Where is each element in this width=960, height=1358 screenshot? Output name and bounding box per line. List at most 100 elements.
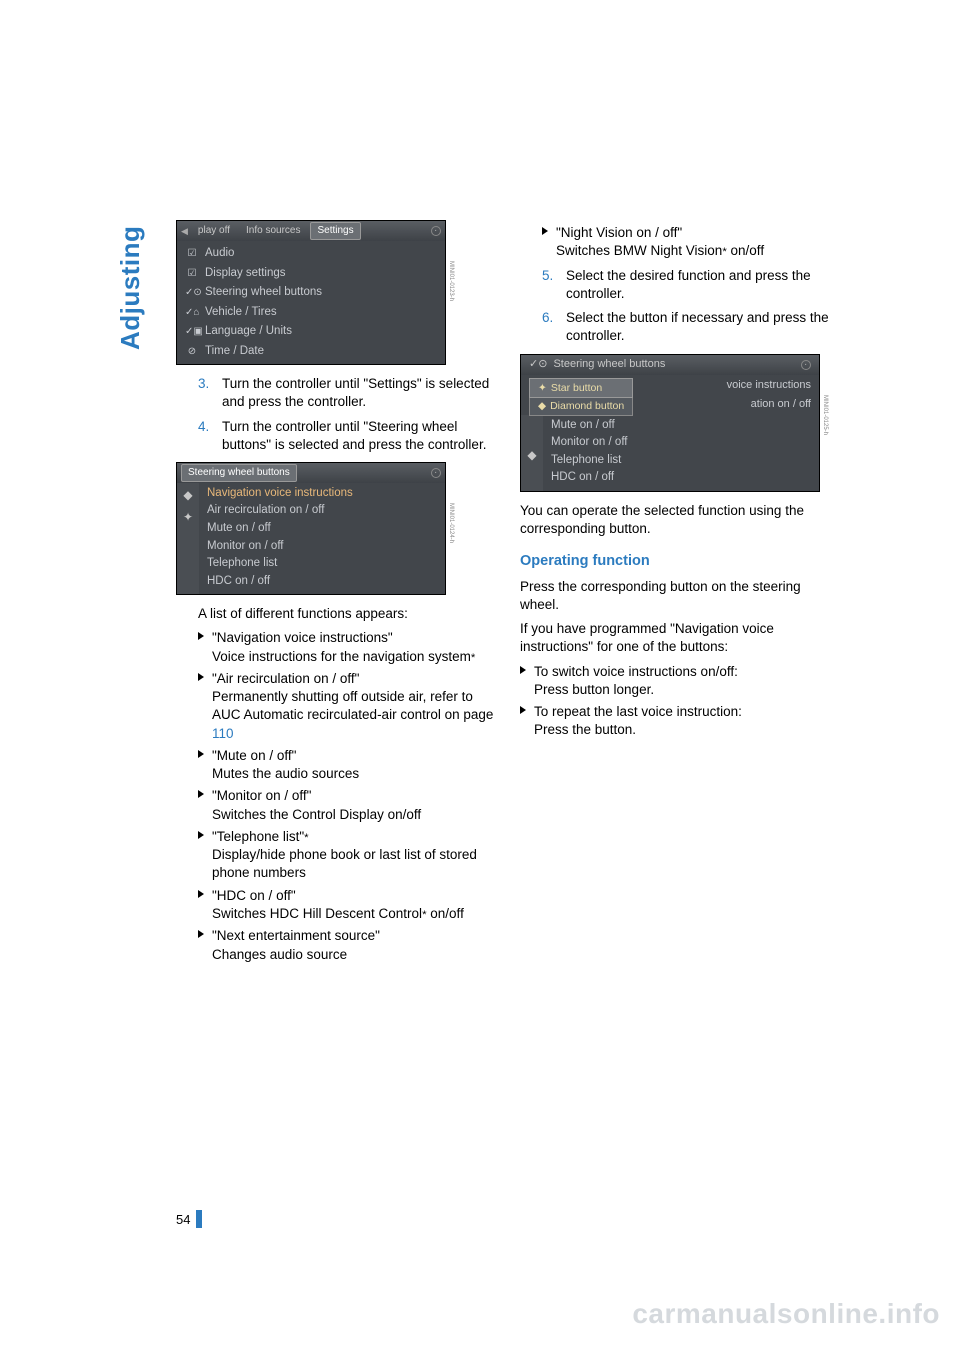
function-desc: Voice instructions for the navigation sy… (212, 649, 471, 664)
function-item: Mute on / offMutes the audio sources (198, 747, 496, 783)
menu-item: Telephone list (199, 555, 445, 573)
operation-item: To repeat the last voice instruction:Pre… (520, 703, 840, 739)
menu-item: ☑Display settings (177, 264, 445, 284)
step-number: 3. (198, 375, 212, 411)
function-desc-2: on/off (727, 243, 764, 258)
function-name: Night Vision on / off (556, 225, 682, 240)
step-number: 5. (542, 267, 556, 303)
function-name: Navigation voice instructions (212, 630, 393, 645)
controller-icon (431, 226, 441, 236)
menu-item: HDC on / off (199, 573, 445, 591)
controller-icon (431, 468, 441, 478)
numbered-step: 3.Turn the controller until "Settings" i… (198, 375, 496, 411)
function-desc: Switches HDC Hill Descent Control (212, 906, 422, 921)
function-text: Mute on / offMutes the audio sources (212, 747, 496, 783)
operation-text: To switch voice instructions on/off:Pres… (534, 663, 840, 699)
page-link[interactable]: 110 (212, 726, 234, 741)
step-number: 6. (542, 309, 556, 345)
function-desc: Permanently shutting off outside air, re… (212, 689, 493, 722)
menu-item: Monitor on / off (543, 434, 819, 452)
menu-item-icon: ✓⊙ (185, 286, 199, 300)
image-code: MINI01-0125-h (821, 395, 829, 435)
ss2-side: ◆✦ (177, 483, 199, 594)
function-desc: Switches BMW Night Vision (556, 243, 722, 258)
menu-item-label: Navigation voice instructions (207, 486, 353, 502)
menu-item-label: Monitor on / off (551, 435, 628, 451)
popup-item-icon: ✦ (538, 381, 547, 395)
watermark: carmanualsonline.info (632, 1298, 940, 1330)
menu-item-icon: ⊘ (185, 345, 199, 359)
left-arrow-icon: ◀ (181, 225, 188, 237)
function-item: Monitor on / off Switches the Control Dis… (198, 787, 496, 823)
menu-item-label: Air recirculation on / off (207, 503, 324, 519)
ss3-side: ◆ (521, 415, 543, 491)
function-item: Air recirculation on / off Permanently sh… (198, 670, 496, 743)
ss3-header: ✓⊙ Steering wheel buttons (521, 355, 819, 375)
ss1-list: ☑Audio☑Display settings✓⊙Steering wheel … (177, 241, 445, 364)
menu-item: Telephone list (543, 452, 819, 470)
menu-item-label: Telephone list (207, 556, 277, 572)
menu-item: ⊘ Time / Date (177, 342, 445, 362)
triangle-bullet-icon (542, 227, 548, 235)
ss2-list: Navigation voice instructionsAir recircu… (199, 483, 445, 594)
menu-item: ✓⊙Steering wheel buttons (177, 283, 445, 303)
function-name: Monitor on / off (212, 788, 311, 803)
ss1-tab-info: Info sources (240, 223, 306, 239)
ss2-title: Steering wheel buttons (181, 464, 297, 482)
image-code: MINI01-0123-h (447, 261, 455, 301)
menu-item-label: Display settings (205, 266, 286, 282)
menu-item-icon: ✓⌂ (185, 306, 199, 320)
function-desc: Display/hide phone book or last list of … (212, 847, 477, 880)
function-desc: Switches the Control Display on/off (212, 807, 421, 822)
page-number-value: 54 (176, 1212, 190, 1227)
function-item: Next entertainment sourceChanges audio s… (198, 927, 496, 963)
function-name: Air recirculation on / off (212, 671, 359, 686)
triangle-bullet-icon (198, 790, 204, 798)
side-icon: ◆ (527, 447, 536, 463)
menu-item-label: Time / Date (205, 344, 264, 360)
step-number: 4. (198, 418, 212, 454)
heading-operating-function: Operating function (520, 552, 840, 572)
paragraph: You can operate the selected function us… (520, 502, 840, 538)
popup-item-label: Diamond button (550, 399, 624, 413)
function-text: Night Vision on / off Switches BMW Night… (556, 224, 840, 261)
right-column: Night Vision on / off Switches BMW Night… (520, 220, 840, 968)
function-text: Next entertainment sourceChanges audio s… (212, 927, 496, 963)
menu-item-label: Monitor on / off (207, 539, 284, 555)
function-desc: Changes audio source (212, 947, 347, 962)
popup-item: ◆Diamond button (530, 397, 632, 415)
menu-item-label: Language / Units (205, 324, 292, 340)
ss3-body: ◆ Mute on / offMonitor on / offTelephone… (521, 415, 819, 491)
bg-text: ation on / off (751, 397, 811, 412)
menu-item-label: Vehicle / Tires (205, 305, 277, 321)
ss3-list: Mute on / offMonitor on / offTelephone l… (543, 415, 819, 491)
menu-item: ✓▣ Language / Units (177, 322, 445, 342)
operation-text: To repeat the last voice instruction:Pre… (534, 703, 840, 739)
step-text: Select the button if necessary and press… (566, 309, 840, 345)
function-item: Telephone list Display/hide phone book or… (198, 828, 496, 883)
page-bar-icon (196, 1210, 202, 1228)
menu-item-label: HDC on / off (551, 470, 614, 486)
image-code: MINI01-0124-h (447, 503, 455, 543)
screenshot-button-assign: ✓⊙ Steering wheel buttons voice instruct… (520, 354, 820, 492)
function-name: Telephone list (212, 829, 304, 844)
function-item: Navigation voice instructions Voice instr… (198, 629, 496, 666)
asterisk-icon (304, 829, 308, 844)
menu-item-icon: ✓▣ (185, 325, 199, 339)
numbered-step: 5.Select the desired function and press … (542, 267, 840, 303)
menu-item: ☑Audio (177, 244, 445, 264)
paragraph: If you have programmed "Navigation voice… (520, 620, 840, 656)
paragraph: Press the corresponding button on the st… (520, 578, 840, 614)
function-text: Navigation voice instructions Voice instr… (212, 629, 496, 666)
function-name: HDC on / off (212, 888, 296, 903)
triangle-bullet-icon (198, 930, 204, 938)
triangle-bullet-icon (198, 750, 204, 758)
menu-item-icon: ☑ (185, 247, 199, 261)
step-text: Turn the controller until "Steering whee… (222, 418, 496, 454)
numbered-step: 4. Turn the controller until "Steering wh… (198, 418, 496, 454)
content-area: ◀ play off Info sources Settings ☑Audio☑… (176, 220, 840, 968)
steering-icon: ✓⊙ (529, 357, 547, 372)
ss1-tab-settings: Settings (310, 222, 360, 240)
menu-item-label: Telephone list (551, 453, 621, 469)
menu-item: Navigation voice instructions (199, 485, 445, 503)
